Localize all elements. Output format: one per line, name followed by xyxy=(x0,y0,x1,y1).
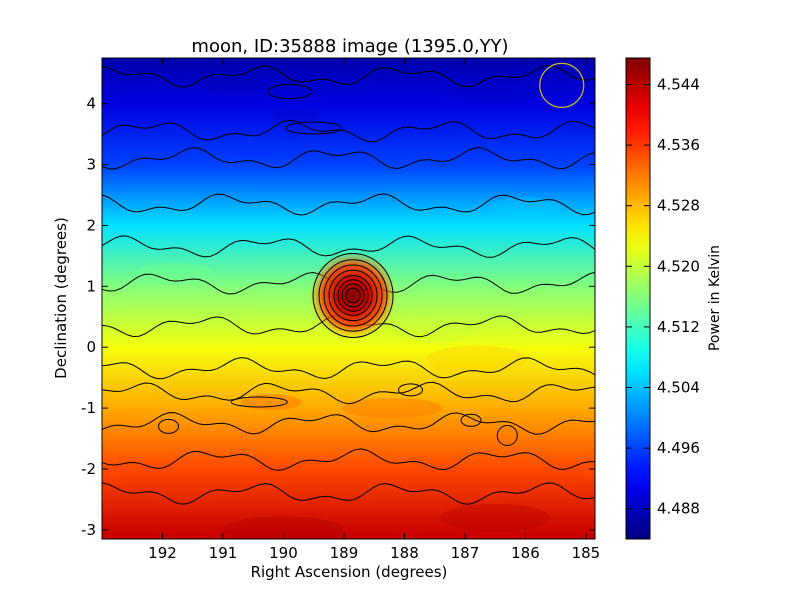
contour-line xyxy=(102,357,595,380)
peak-contours xyxy=(312,252,394,338)
contour-island xyxy=(285,121,343,135)
contour-island xyxy=(158,418,180,434)
heatmap-blob xyxy=(440,503,551,532)
x-tick-label: 189 xyxy=(330,544,359,562)
contour-line xyxy=(102,119,595,143)
peak-contour xyxy=(312,252,394,338)
x-axis-ticks: 192 191 190 189 188 187 186 185 xyxy=(148,58,600,562)
colorbar-frame xyxy=(625,57,651,540)
contour-line xyxy=(102,448,595,471)
y-axis-ticks: -3 -2 -1 0 1 2 3 4 xyxy=(81,95,595,539)
contour-island xyxy=(460,413,482,427)
heatmap-blob xyxy=(445,79,546,104)
heatmap-blob xyxy=(342,398,443,419)
colorbar-tick-label: 4.496 xyxy=(657,439,700,457)
contour-line xyxy=(102,147,595,170)
colorbar-label: Power in Kelvin xyxy=(707,245,723,351)
contour-line xyxy=(102,412,595,435)
colorbar-tick-label: 4.488 xyxy=(657,500,700,518)
peak-contour xyxy=(345,287,361,304)
x-axis-label: Right Ascension (degrees) xyxy=(251,563,448,581)
contour-island xyxy=(398,383,424,397)
peak-contour xyxy=(323,264,383,327)
y-tick-label: 4 xyxy=(86,95,96,113)
chart-title: moon, ID:35888 image (1395.0,YY) xyxy=(191,36,508,57)
colorbar-tick-label: 4.536 xyxy=(657,136,700,154)
y-tick-label: 1 xyxy=(86,277,96,295)
colorbar-tick-label: 4.512 xyxy=(657,318,700,336)
x-tick-label: 185 xyxy=(572,544,601,562)
y-tick-label: -1 xyxy=(81,399,96,417)
peak-contour xyxy=(328,269,378,322)
heatmap-blob xyxy=(134,262,215,287)
x-tick-label: 188 xyxy=(390,544,419,562)
plot-frame xyxy=(101,57,596,540)
y-tick-label: 0 xyxy=(86,338,96,356)
colorbar-tick-label: 4.504 xyxy=(657,379,700,397)
beam-marker xyxy=(539,62,585,108)
y-axis-label: Declination (degrees) xyxy=(52,217,70,379)
x-tick-label: 187 xyxy=(451,544,480,562)
colorbar-tick-label: 4.528 xyxy=(657,197,700,215)
peak-source xyxy=(309,251,398,340)
x-tick-label: 192 xyxy=(148,544,177,562)
colorbar: 4.544 4.536 4.528 4.520 4.512 4.504 4.496 4.488… xyxy=(625,57,723,540)
heatmap-variations xyxy=(134,77,561,539)
heatmap-blob xyxy=(427,345,528,374)
colorbar-gradient xyxy=(626,58,650,539)
contour-island xyxy=(230,396,288,408)
contour-line xyxy=(102,193,595,216)
heatmap-blob xyxy=(223,515,344,539)
x-tick-label: 186 xyxy=(511,544,540,562)
y-tick-label: 3 xyxy=(86,156,96,174)
y-tick-label: 2 xyxy=(86,216,96,234)
peak-contour xyxy=(333,275,373,316)
y-tick-label: -2 xyxy=(81,460,96,478)
peak-contour xyxy=(341,283,365,308)
plot-area xyxy=(102,58,595,539)
y-tick-label: -3 xyxy=(81,521,96,539)
contour-island xyxy=(496,424,518,446)
colorbar-tick-label: 4.520 xyxy=(657,257,700,275)
contour-line xyxy=(102,482,595,505)
contour-line xyxy=(102,235,595,258)
heatmap-blob xyxy=(490,197,561,218)
contour-island xyxy=(267,83,313,99)
heatmap-blob xyxy=(241,394,302,411)
colorbar-ticks: 4.544 4.536 4.528 4.520 4.512 4.504 4.496 4.488 xyxy=(626,76,700,518)
contour-line xyxy=(102,381,595,405)
contour-line xyxy=(102,64,595,88)
peak-contour xyxy=(337,279,369,312)
heatmap-blob xyxy=(208,136,299,157)
heatmap-blob xyxy=(270,109,321,122)
peak-contour xyxy=(318,259,388,332)
heatmap-blob xyxy=(394,314,475,343)
heatmap-blob xyxy=(205,77,266,94)
x-tick-label: 190 xyxy=(269,544,298,562)
colorbar-tick-label: 4.544 xyxy=(657,76,700,94)
x-tick-label: 191 xyxy=(209,544,238,562)
